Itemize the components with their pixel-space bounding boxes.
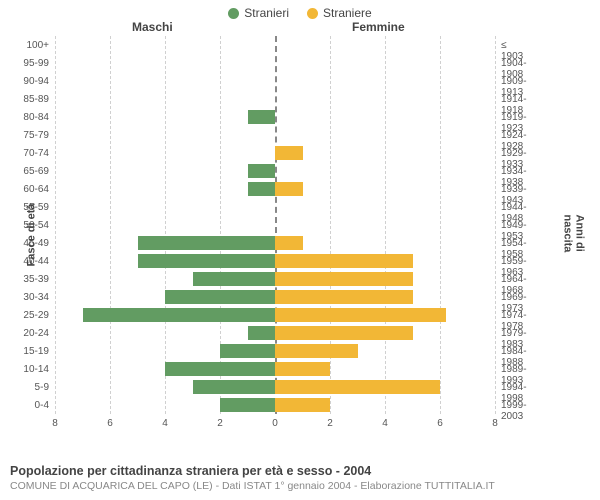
pyramid-row: 20-241979-1983 <box>55 324 495 342</box>
pyramid-row: 25-291974-1978 <box>55 306 495 324</box>
legend-male-label: Stranieri <box>244 6 289 20</box>
age-label: 70-74 <box>0 148 49 159</box>
pyramid-row: 80-841919-1923 <box>55 108 495 126</box>
bar-female <box>275 326 413 340</box>
circle-icon <box>228 8 239 19</box>
bar-male <box>220 398 275 412</box>
age-label: 15-19 <box>0 346 49 357</box>
pyramid-row: 100+≤ 1903 <box>55 36 495 54</box>
bar-male <box>165 290 275 304</box>
pyramid-row: 95-991904-1908 <box>55 54 495 72</box>
x-tick: 6 <box>107 418 113 429</box>
bar-female <box>275 146 303 160</box>
pyramid-row: 30-341969-1973 <box>55 288 495 306</box>
age-label: 35-39 <box>0 274 49 285</box>
bar-male <box>193 380 276 394</box>
x-tick: 8 <box>52 418 58 429</box>
legend-female: Straniere <box>307 6 372 20</box>
bar-female <box>275 398 330 412</box>
bar-male <box>220 344 275 358</box>
bar-male <box>138 254 276 268</box>
age-label: 20-24 <box>0 328 49 339</box>
age-label: 0-4 <box>0 400 49 411</box>
bar-male <box>165 362 275 376</box>
bar-male <box>193 272 276 286</box>
age-label: 80-84 <box>0 112 49 123</box>
bar-female <box>275 272 413 286</box>
pyramid-row: 90-941909-1913 <box>55 72 495 90</box>
pyramid-row: 15-191984-1988 <box>55 342 495 360</box>
bar-male <box>248 326 276 340</box>
bar-female <box>275 254 413 268</box>
header-male: Maschi <box>132 20 173 34</box>
pyramid-row: 55-591944-1948 <box>55 198 495 216</box>
yaxis-right-title: Anni di nascita <box>562 215 586 268</box>
pyramid-row: 50-541949-1953 <box>55 216 495 234</box>
bar-female <box>275 344 358 358</box>
x-tick: 8 <box>492 418 498 429</box>
pyramid-row: 10-141989-1993 <box>55 360 495 378</box>
age-label: 65-69 <box>0 166 49 177</box>
bar-male <box>248 164 276 178</box>
pyramid-row: 35-391964-1968 <box>55 270 495 288</box>
pyramid-row: 85-891914-1918 <box>55 90 495 108</box>
pyramid-row: 70-741929-1933 <box>55 144 495 162</box>
bar-female <box>275 236 303 250</box>
age-label: 95-99 <box>0 58 49 69</box>
legend-female-label: Straniere <box>323 6 372 20</box>
bar-female <box>275 308 446 322</box>
age-label: 60-64 <box>0 184 49 195</box>
bar-female <box>275 290 413 304</box>
bar-male <box>248 110 276 124</box>
age-label: 25-29 <box>0 310 49 321</box>
pyramid-row: 65-691934-1938 <box>55 162 495 180</box>
bar-male <box>83 308 276 322</box>
pyramid-row: 5-91994-1998 <box>55 378 495 396</box>
chart-title: Popolazione per cittadinanza straniera p… <box>10 464 590 478</box>
legend: Stranieri Straniere <box>0 0 600 20</box>
pyramid-row: 75-791924-1928 <box>55 126 495 144</box>
age-label: 30-34 <box>0 292 49 303</box>
age-label: 90-94 <box>0 76 49 87</box>
legend-male: Stranieri <box>228 6 289 20</box>
x-tick: 2 <box>327 418 333 429</box>
chart-subtitle: COMUNE DI ACQUARICA DEL CAPO (LE) - Dati… <box>10 480 590 492</box>
x-tick: 4 <box>382 418 388 429</box>
footer: Popolazione per cittadinanza straniera p… <box>10 464 590 492</box>
bar-female <box>275 182 303 196</box>
bar-female <box>275 362 330 376</box>
pyramid-row: 60-641939-1943 <box>55 180 495 198</box>
birth-label: 1999-2003 <box>501 400 527 422</box>
circle-icon <box>307 8 318 19</box>
age-label: 75-79 <box>0 130 49 141</box>
pyramid-row: 45-491954-1958 <box>55 234 495 252</box>
bar-male <box>138 236 276 250</box>
yaxis-left-title: Fasce di età <box>25 204 37 267</box>
x-tick: 2 <box>217 418 223 429</box>
gridline <box>495 36 497 414</box>
x-tick: 0 <box>272 418 278 429</box>
pyramid-row: 40-441959-1963 <box>55 252 495 270</box>
bar-female <box>275 380 440 394</box>
age-label: 5-9 <box>0 382 49 393</box>
column-headers: Maschi Femmine <box>0 20 600 36</box>
header-female: Femmine <box>352 20 405 34</box>
pyramid-row: 0-41999-2003 <box>55 396 495 414</box>
bar-male <box>248 182 276 196</box>
age-label: 10-14 <box>0 364 49 375</box>
pyramid-chart: 022446688100+≤ 190395-991904-190890-9419… <box>55 36 495 414</box>
x-tick: 6 <box>437 418 443 429</box>
age-label: 100+ <box>0 40 49 51</box>
x-tick: 4 <box>162 418 168 429</box>
age-label: 85-89 <box>0 94 49 105</box>
